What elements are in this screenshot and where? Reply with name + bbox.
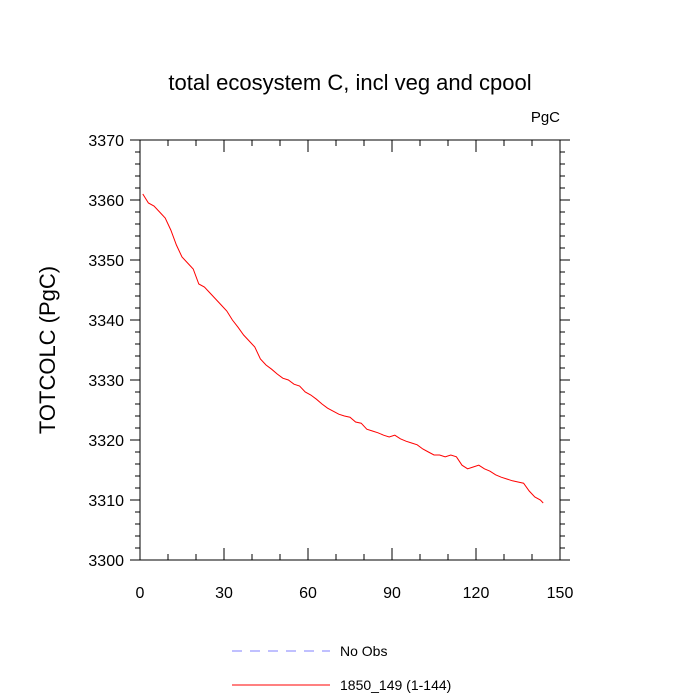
axis-tick-labels: 0 30 60 90 120 150 3300 3310 3320 3330 3340 3350 336… [88, 133, 573, 602]
x-tick-label: 120 [463, 585, 490, 602]
y-tick-label: 3300 [88, 553, 124, 570]
x-tick-label: 150 [547, 585, 574, 602]
axis-ticks [130, 139, 570, 561]
x-tick-label: 0 [136, 585, 145, 602]
legend-label-0: No Obs [340, 643, 387, 659]
y-tick-label: 3350 [88, 253, 124, 270]
units-label: PgC [531, 109, 560, 126]
y-tick-label: 3330 [88, 373, 124, 390]
y-tick-label: 3370 [88, 133, 124, 150]
x-tick-label: 90 [383, 585, 401, 602]
y-tick-label: 3310 [88, 493, 124, 510]
series-lines [142, 193, 544, 504]
x-tick-label: 30 [215, 585, 233, 602]
y-tick-label: 3340 [88, 313, 124, 330]
series-line-1 [142, 193, 544, 504]
legend: No Obs 1850_149 (1-144) [232, 643, 451, 693]
y-axis-label: TOTCOLC (PgC) [35, 266, 60, 434]
legend-label-1: 1850_149 (1-144) [340, 677, 451, 693]
chart-title: total ecosystem C, incl veg and cpool [168, 70, 531, 95]
y-tick-label: 3320 [88, 433, 124, 450]
y-tick-label: 3360 [88, 193, 124, 210]
plot-frame [139, 139, 561, 561]
x-tick-label: 60 [299, 585, 317, 602]
